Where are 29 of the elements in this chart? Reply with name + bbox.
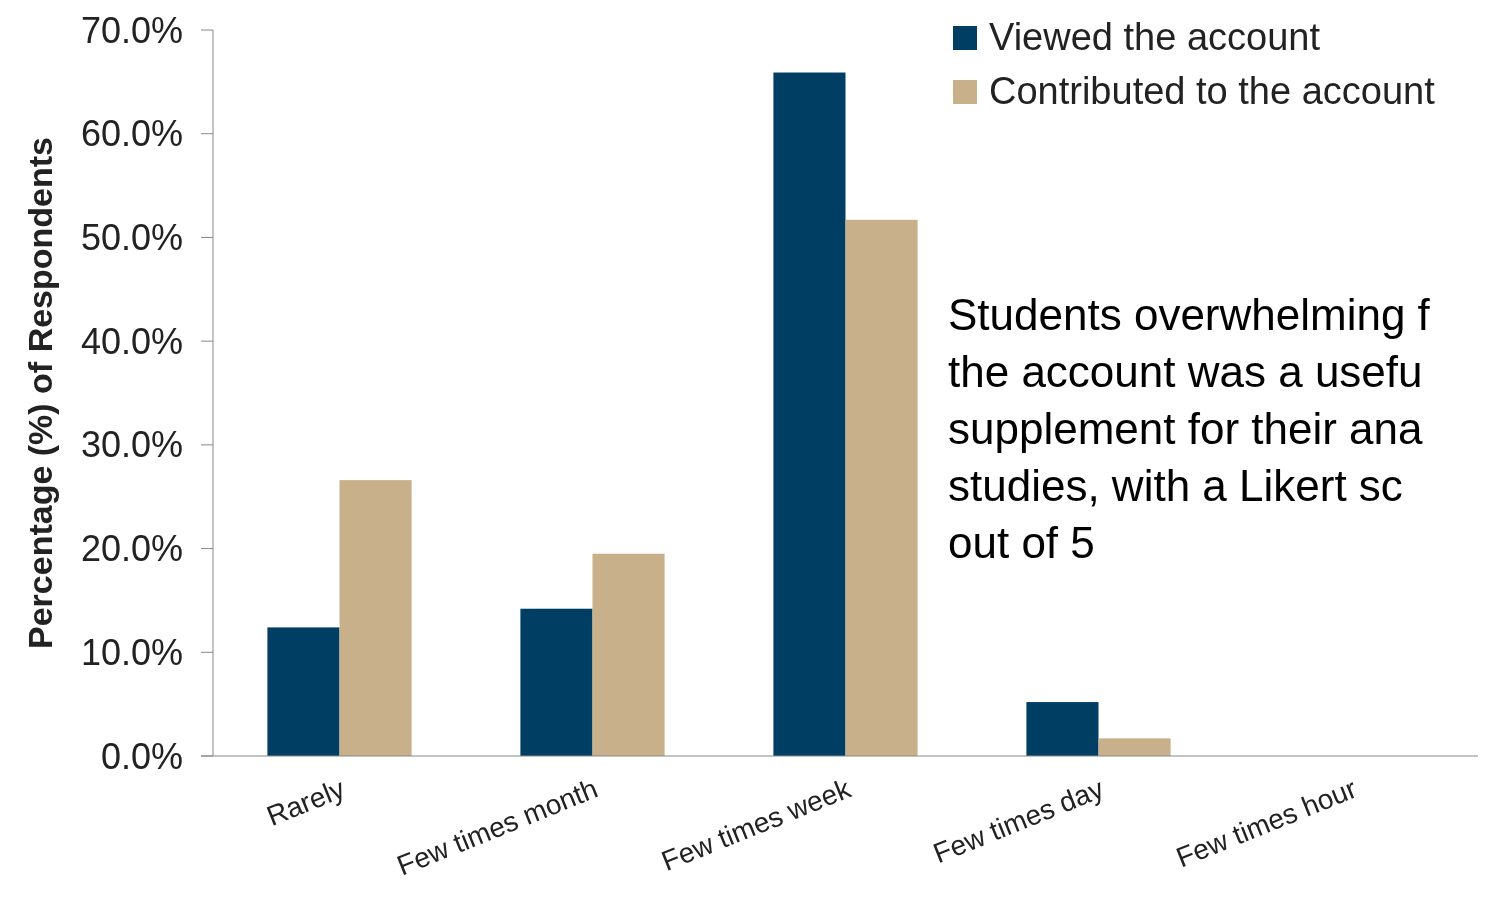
y-tick-label: 30.0% bbox=[80, 424, 183, 466]
y-tick-label: 50.0% bbox=[80, 217, 183, 259]
y-tick-label: 10.0% bbox=[80, 631, 183, 673]
y-tick-label: 0.0% bbox=[100, 735, 183, 777]
legend-label: Viewed the account bbox=[989, 16, 1321, 58]
x-tick-label: Few times week bbox=[657, 772, 856, 877]
x-tick-label: Few times hour bbox=[1171, 772, 1361, 874]
y-tick-label: 20.0% bbox=[80, 528, 183, 570]
bar bbox=[1098, 738, 1171, 756]
x-tick-label: Few times day bbox=[928, 772, 1108, 870]
y-tick-label: 40.0% bbox=[80, 320, 183, 362]
bar bbox=[339, 480, 412, 756]
annotation: supplement for their ana bbox=[948, 404, 1424, 453]
bar bbox=[773, 72, 846, 756]
bar bbox=[1026, 702, 1099, 756]
annotation: the account was a usefu bbox=[948, 347, 1423, 396]
annotation: Students overwhelming f bbox=[948, 290, 1431, 339]
y-tick-label: 70.0% bbox=[80, 9, 183, 51]
x-tick-label: Rarely bbox=[262, 772, 349, 832]
y-axis-title: Percentage (%) of Respondents bbox=[21, 137, 59, 649]
x-tick-label: Few times month bbox=[392, 772, 602, 882]
y-tick-label: 60.0% bbox=[80, 113, 183, 155]
bar bbox=[520, 608, 593, 756]
bar bbox=[845, 219, 918, 756]
legend-label: Contributed to the account bbox=[989, 70, 1436, 112]
annotation: out of 5 bbox=[948, 518, 1095, 567]
bar bbox=[592, 553, 665, 756]
bar bbox=[267, 627, 340, 756]
annotation: studies, with a Likert sc bbox=[948, 461, 1403, 510]
